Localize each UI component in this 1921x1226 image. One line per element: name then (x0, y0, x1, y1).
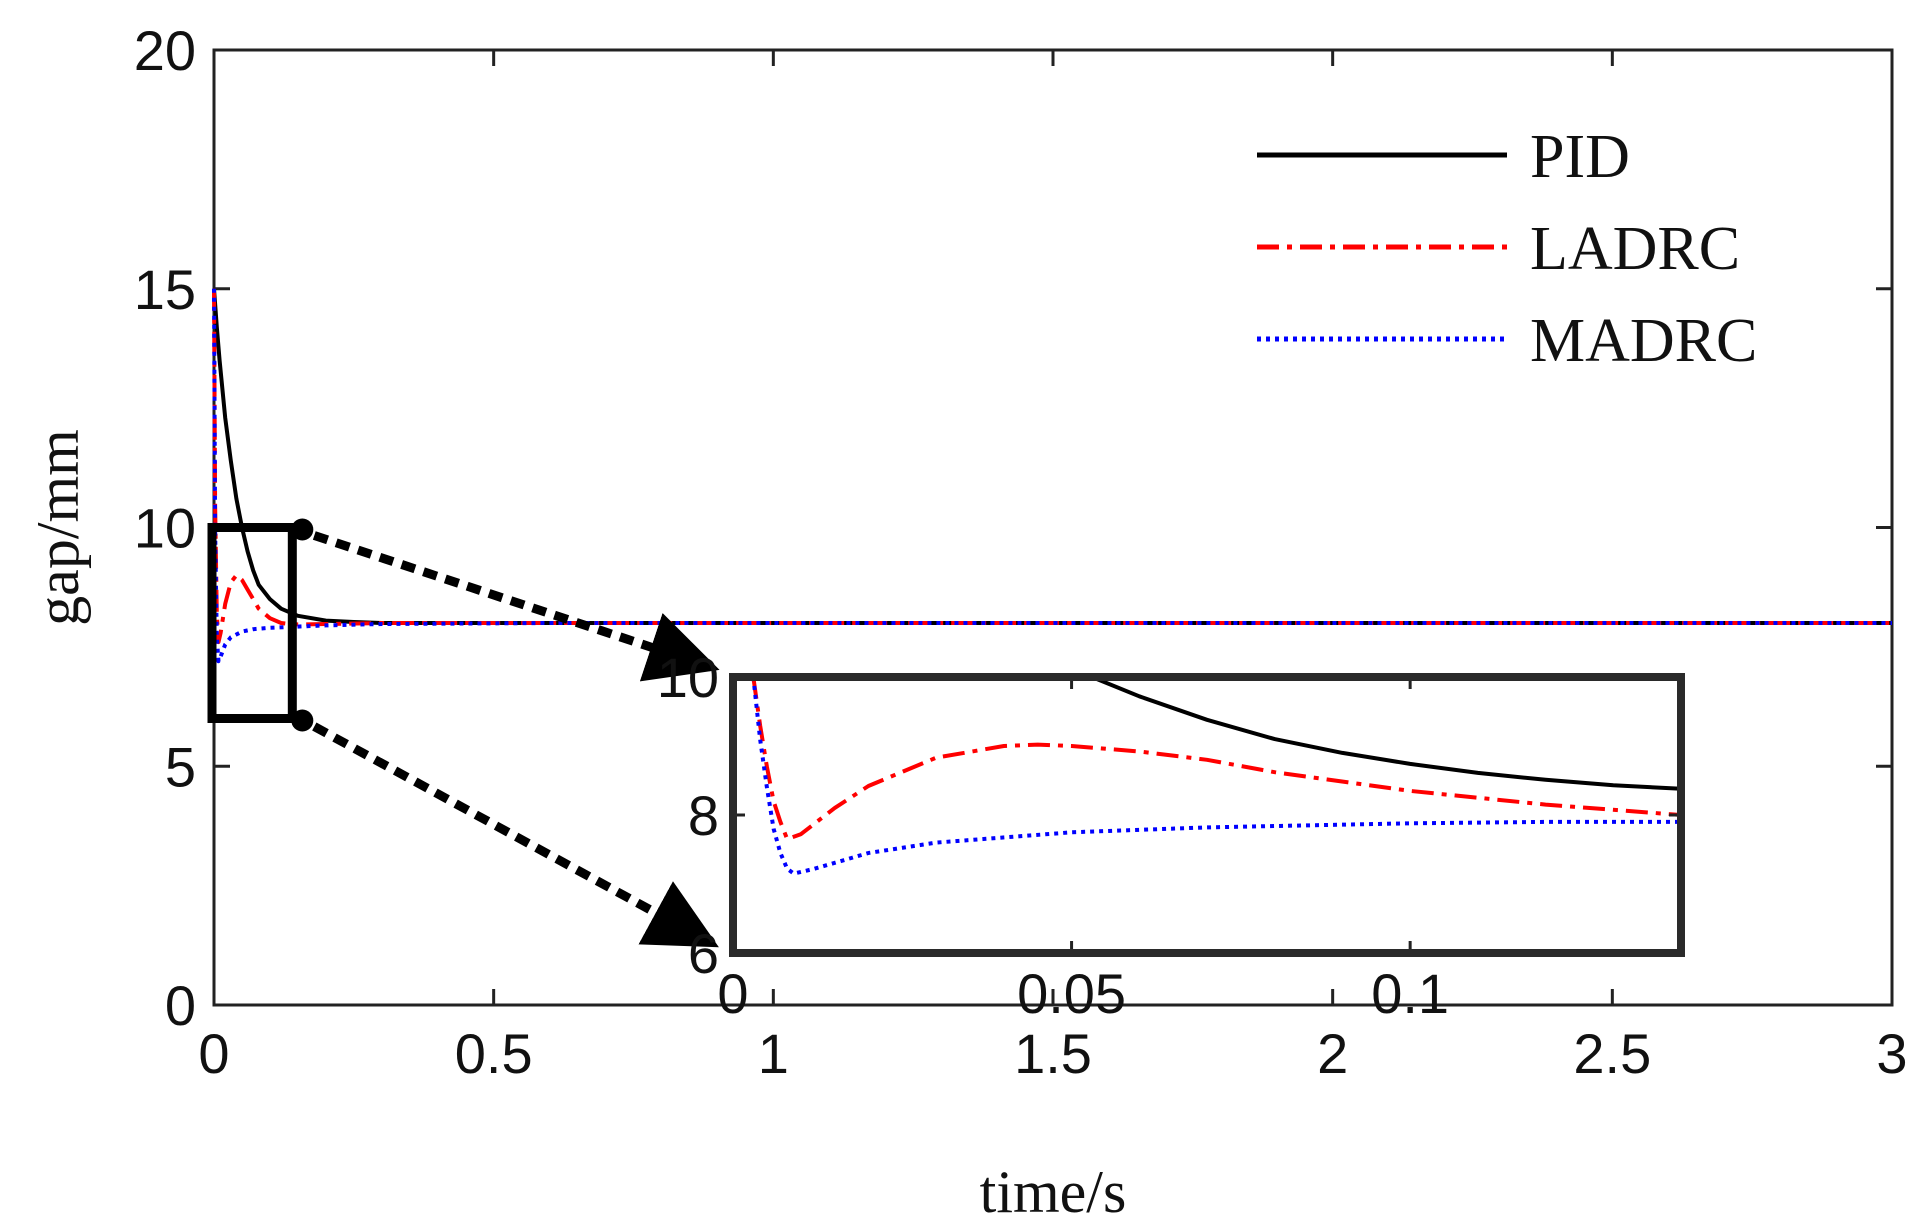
inset-series-line-pid (1091, 677, 1681, 791)
x-tick-label: 1.5 (1014, 1022, 1092, 1085)
inset-series-line-ladrc (751, 677, 1681, 842)
x-tick-label: 3 (1876, 1022, 1907, 1085)
x-tick-label: 2 (1317, 1022, 1348, 1085)
x-axis-title: time/s (980, 1159, 1127, 1225)
inset-x-tick-label: 0.05 (1017, 962, 1126, 1025)
zoom-arrow-top (312, 531, 720, 682)
zoom-anchor-dot (291, 518, 314, 541)
y-axis-title: gap/mm (25, 429, 91, 626)
x-tick-label: 2.5 (1573, 1022, 1651, 1085)
inset-y-tick-label: 10 (657, 646, 719, 709)
zoom-annotation (207, 518, 720, 948)
zoom-anchor-dot (291, 709, 314, 732)
legend-label-madrc: MADRC (1530, 307, 1757, 375)
series-line-ladrc (212, 288, 1892, 645)
inset-frame (729, 673, 1685, 957)
inset-background (733, 677, 1681, 953)
y-tick-label: 20 (134, 19, 196, 82)
zoom-arrow-bottom (312, 722, 719, 948)
inset-x-tick-label: 0 (717, 962, 748, 1025)
inset-y-tick-label: 6 (688, 922, 719, 985)
y-tick-label: 15 (134, 258, 196, 321)
y-tick-label: 0 (165, 974, 196, 1037)
y-tick-label: 10 (134, 497, 196, 560)
series-line-madrc (212, 288, 1892, 664)
legend: PID LADRC MADRC (1257, 123, 1757, 375)
inset-y-tick-label: 8 (688, 784, 719, 847)
x-tick-label: 0.5 (455, 1022, 533, 1085)
inset-series-group (751, 677, 1681, 876)
inset-series-line-madrc (751, 677, 1681, 876)
inset-plot: 0 0.05 0.1 6 8 10 (657, 646, 1685, 1025)
x-tick-label: 0 (198, 1022, 229, 1085)
inset-x-tick-label: 0.1 (1371, 962, 1449, 1025)
legend-label-pid: PID (1530, 123, 1630, 191)
zoom-box (207, 523, 297, 723)
x-tick-label: 1 (758, 1022, 789, 1085)
legend-label-ladrc: LADRC (1530, 215, 1740, 283)
main-plot: 0 0.5 1 1.5 2 2.5 3 0 5 10 15 20 time/s gap/mm (25, 19, 1908, 1225)
y-tick-label: 5 (165, 735, 196, 798)
